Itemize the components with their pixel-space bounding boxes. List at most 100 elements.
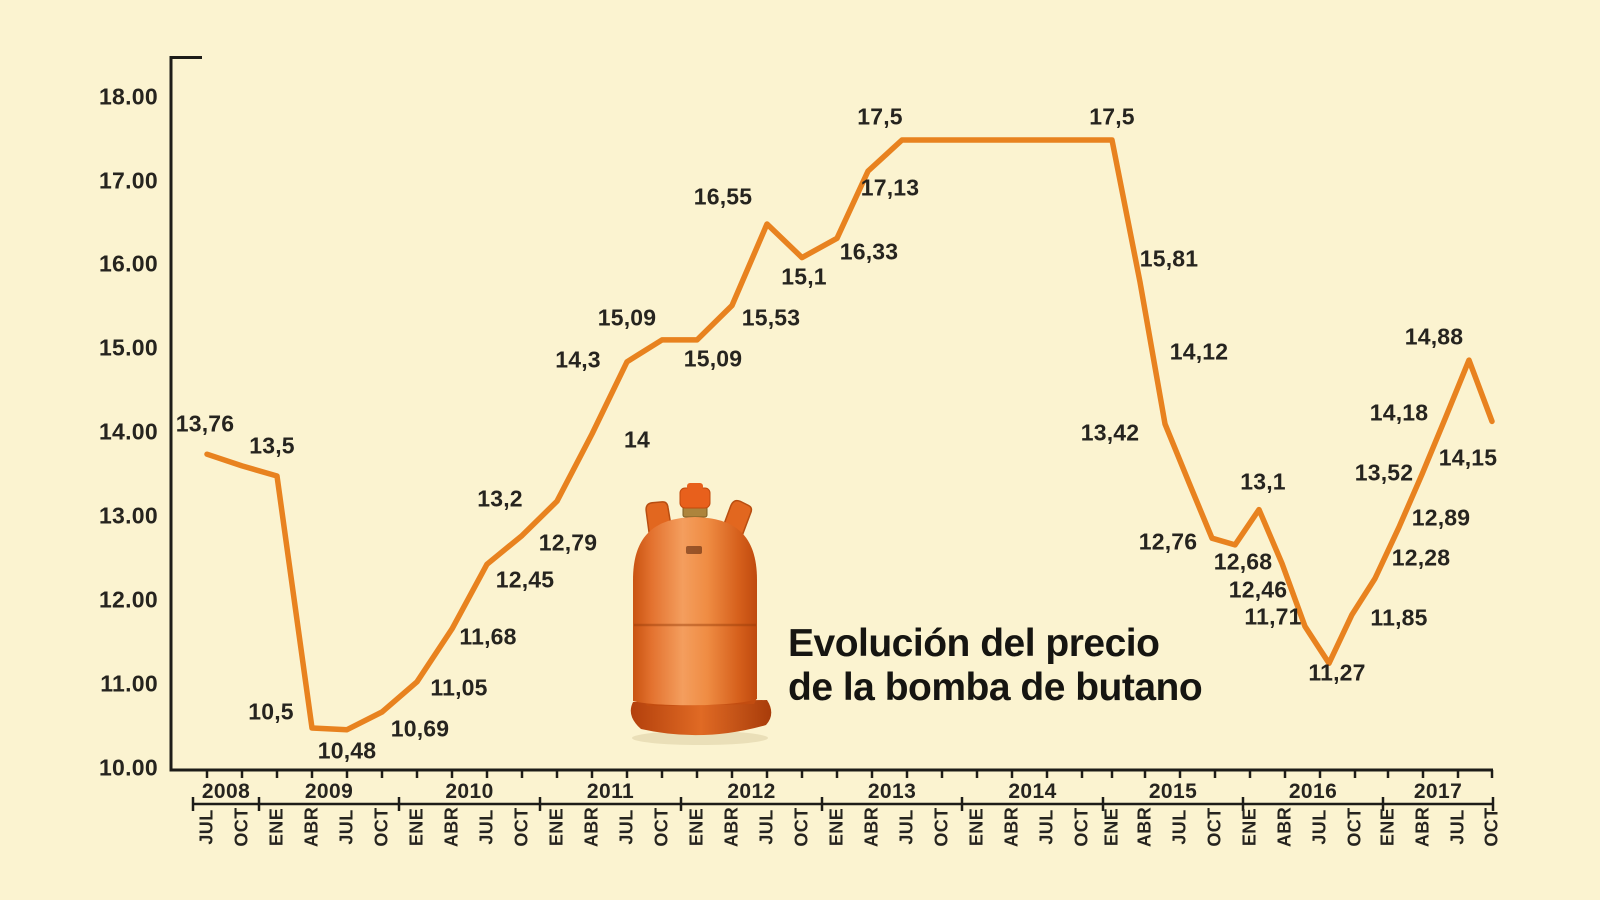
price-value-label: 15,53 <box>741 304 801 331</box>
valve-cap-knob <box>687 483 703 490</box>
month-tick-label: ABR <box>1134 806 1155 848</box>
year-label: 2015 <box>1148 780 1198 803</box>
price-value-label: 15,09 <box>597 304 657 331</box>
month-tick-label: ABR <box>861 806 882 848</box>
butane-cylinder-illustration <box>630 483 772 745</box>
price-value-label: 10,48 <box>317 737 377 764</box>
price-value-label: 13,52 <box>1354 459 1414 486</box>
month-tick-label: OCT <box>371 807 392 847</box>
price-value-label: 11,05 <box>430 674 488 701</box>
chart-title-line1: Evolución del precio <box>788 622 1160 665</box>
y-axis-tick-label: 12.00 <box>98 586 158 613</box>
price-value-label: 14,18 <box>1369 399 1429 426</box>
year-label: 2016 <box>1288 780 1338 803</box>
y-axis-tick-label: 10.00 <box>98 754 158 781</box>
y-axis-tick-label: 18.00 <box>98 83 158 110</box>
bottle-foot <box>630 700 772 736</box>
price-value-label: 15,81 <box>1139 245 1199 272</box>
price-value-label: 11,68 <box>459 623 517 650</box>
y-axis-tick-label: 16.00 <box>98 250 158 277</box>
price-value-label: 14,3 <box>555 346 601 373</box>
month-tick-label: JUL <box>336 809 357 845</box>
month-tick-label: JUL <box>616 809 637 845</box>
y-axis-tick-label: 11.00 <box>100 670 158 697</box>
month-tick-label: ENE <box>1377 807 1398 847</box>
chart-title: Evolución del precio de la bomba de buta… <box>788 622 1203 711</box>
price-value-label: 13,5 <box>249 432 295 459</box>
price-value-label: 13,2 <box>477 485 523 512</box>
price-value-label: 13,1 <box>1240 468 1286 495</box>
month-tick-label: JUL <box>896 809 917 845</box>
price-value-label: 17,5 <box>857 103 903 130</box>
price-value-label: 16,33 <box>839 238 899 265</box>
price-value-label: 12,89 <box>1411 504 1471 531</box>
year-label: 2011 <box>586 780 635 803</box>
month-tick-label: ABR <box>1001 806 1022 848</box>
price-line <box>204 137 1495 733</box>
price-value-label: 14,15 <box>1438 444 1498 471</box>
price-value-label: 17,5 <box>1089 103 1135 130</box>
price-value-label: 11,71 <box>1244 603 1302 630</box>
month-tick-label: ENE <box>966 807 987 847</box>
month-tick-label: ABR <box>721 806 742 848</box>
bottle-collar-mark <box>686 546 702 554</box>
month-tick-label: OCT <box>1481 807 1502 847</box>
month-tick-label: ENE <box>826 807 847 847</box>
month-tick-label: OCT <box>651 807 672 847</box>
y-axis-tick-label: 15.00 <box>98 334 158 361</box>
price-value-label: 12,28 <box>1391 544 1451 571</box>
price-value-label: 13,42 <box>1080 419 1140 446</box>
y-axis-tick-label: 17.00 <box>98 167 158 194</box>
month-tick-label: ENE <box>546 807 567 847</box>
month-tick-label: ENE <box>266 807 287 847</box>
month-tick-label: OCT <box>1204 807 1225 847</box>
month-tick-label: ENE <box>1101 807 1122 847</box>
price-value-label: 15,1 <box>781 263 827 290</box>
month-tick-label: ENE <box>1239 807 1260 847</box>
month-tick-label: OCT <box>931 807 952 847</box>
price-value-label: 12,46 <box>1228 576 1288 603</box>
month-tick-label: OCT <box>511 807 532 847</box>
valve-cap <box>679 487 711 509</box>
price-value-label: 12,76 <box>1138 528 1198 555</box>
price-value-label: 14,88 <box>1404 323 1464 350</box>
price-line-path <box>204 137 1495 733</box>
price-value-label: 15,09 <box>683 345 743 372</box>
axes <box>169 56 1495 811</box>
month-tick-label: ENE <box>686 807 707 847</box>
month-tick-label: OCT <box>1071 807 1092 847</box>
month-tick-label: JUL <box>1169 809 1190 845</box>
price-value-label: 16,55 <box>693 183 753 210</box>
month-tick-label: ABR <box>581 806 602 848</box>
month-tick-label: JUL <box>1036 809 1057 845</box>
month-tick-label: ABR <box>441 806 462 848</box>
price-value-label: 11,85 <box>1370 604 1428 631</box>
y-axis-tick-label: 13.00 <box>98 502 158 529</box>
year-label: 2017 <box>1413 780 1463 803</box>
month-tick-label: JUL <box>1309 809 1330 845</box>
month-tick-label: JUL <box>756 809 777 845</box>
month-tick-label: OCT <box>1344 807 1365 847</box>
price-value-label: 10,5 <box>248 698 294 725</box>
price-value-label: 17,13 <box>860 174 920 201</box>
month-tick-label: ABR <box>1412 806 1433 848</box>
price-value-label: 13,76 <box>175 410 235 437</box>
year-label: 2014 <box>1008 780 1057 803</box>
y-axis-tick-label: 14.00 <box>98 418 158 445</box>
year-label: 2012 <box>727 780 776 803</box>
month-tick-label: JUL <box>196 809 217 845</box>
year-label: 2010 <box>445 780 494 803</box>
month-tick-label: JUL <box>476 809 497 845</box>
chart-title-line2: de la bomba de butano <box>788 666 1203 710</box>
price-value-label: 12,45 <box>495 566 555 593</box>
month-tick-label: OCT <box>231 807 252 847</box>
price-value-label: 14 <box>624 426 650 453</box>
bottle-body <box>633 517 757 706</box>
price-value-label: 11,27 <box>1308 659 1366 686</box>
price-value-label: 12,68 <box>1213 548 1273 575</box>
month-tick-label: ABR <box>1274 806 1295 848</box>
month-tick-label: ENE <box>406 807 427 847</box>
year-label: 2008 <box>201 780 251 803</box>
